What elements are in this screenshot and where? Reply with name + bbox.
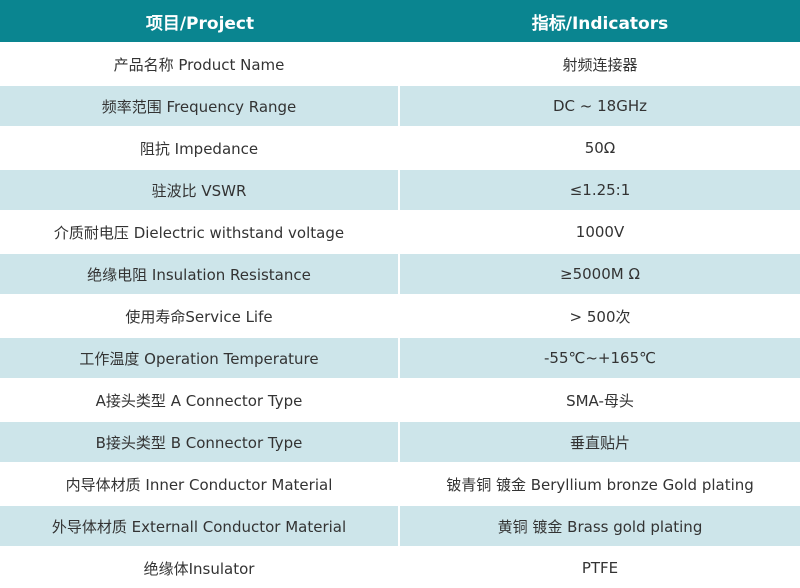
project-cell: A接头类型 A Connector Type	[0, 378, 400, 420]
indicator-cell: 垂直贴片	[400, 420, 800, 462]
indicator-cell: 1000V	[400, 210, 800, 252]
table-header-row: 项目/Project 指标/Indicators	[0, 0, 800, 42]
column-header-project: 项目/Project	[0, 0, 400, 42]
table-row: 驻波比 VSWR ≤1.25:1	[0, 168, 800, 210]
indicator-cell: 黄铜 镀金 Brass gold plating	[400, 504, 800, 546]
indicator-cell: > 500次	[400, 294, 800, 336]
table-row: 内导体材质 Inner Conductor Material 铍青铜 镀金 Ber…	[0, 462, 800, 504]
project-cell: 绝缘体Insulator	[0, 546, 400, 588]
table-row: 介质耐电压 Dielectric withstand voltage 1000V	[0, 210, 800, 252]
indicator-cell: ≤1.25:1	[400, 168, 800, 210]
indicator-cell: -55℃~+165℃	[400, 336, 800, 378]
project-cell: 绝缘电阻 Insulation Resistance	[0, 252, 400, 294]
project-cell: 产品名称 Product Name	[0, 42, 400, 84]
table-row: 绝缘体Insulator PTFE	[0, 546, 800, 588]
table-row: 阻抗 Impedance 50Ω	[0, 126, 800, 168]
indicator-cell: 50Ω	[400, 126, 800, 168]
project-cell: 介质耐电压 Dielectric withstand voltage	[0, 210, 400, 252]
project-cell: 频率范围 Frequency Range	[0, 84, 400, 126]
indicator-cell: DC ~ 18GHz	[400, 84, 800, 126]
table-row: 绝缘电阻 Insulation Resistance ≥5000M Ω	[0, 252, 800, 294]
project-cell: 驻波比 VSWR	[0, 168, 400, 210]
table-row: B接头类型 B Connector Type 垂直贴片	[0, 420, 800, 462]
indicator-cell: ≥5000M Ω	[400, 252, 800, 294]
table-row: 频率范围 Frequency Range DC ~ 18GHz	[0, 84, 800, 126]
table-row: A接头类型 A Connector Type SMA-母头	[0, 378, 800, 420]
indicator-cell: 射频连接器	[400, 42, 800, 84]
indicator-cell: 铍青铜 镀金 Beryllium bronze Gold plating	[400, 462, 800, 504]
table-row: 外导体材质 Externall Conductor Material 黄铜 镀金 …	[0, 504, 800, 546]
project-cell: 使用寿命Service Life	[0, 294, 400, 336]
project-cell: 工作温度 Operation Temperature	[0, 336, 400, 378]
table-row: 使用寿命Service Life > 500次	[0, 294, 800, 336]
project-cell: 阻抗 Impedance	[0, 126, 400, 168]
project-cell: 内导体材质 Inner Conductor Material	[0, 462, 400, 504]
indicator-cell: SMA-母头	[400, 378, 800, 420]
project-cell: 外导体材质 Externall Conductor Material	[0, 504, 400, 546]
indicator-cell: PTFE	[400, 546, 800, 588]
table-row: 产品名称 Product Name 射频连接器	[0, 42, 800, 84]
project-cell: B接头类型 B Connector Type	[0, 420, 400, 462]
table-row: 工作温度 Operation Temperature -55℃~+165℃	[0, 336, 800, 378]
column-header-indicators: 指标/Indicators	[400, 0, 800, 42]
